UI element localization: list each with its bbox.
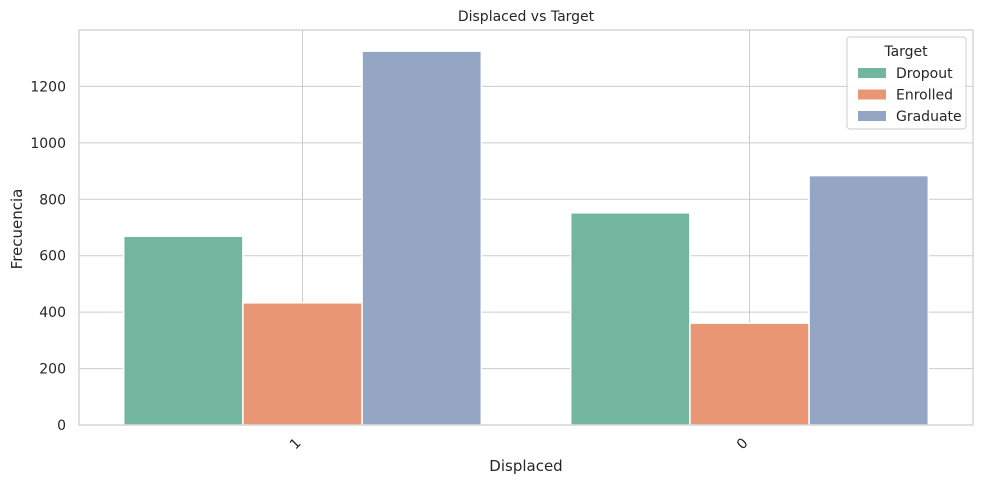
y-tick-label: 200 — [39, 362, 66, 378]
bars — [122, 50, 930, 426]
bar-enrolled-0 — [689, 322, 810, 426]
y-tick-label: 1000 — [30, 136, 66, 152]
y-tick-label: 1200 — [30, 79, 66, 95]
legend-items: Dropout Enrolled Graduate — [858, 66, 962, 125]
bar-enrolled-1 — [242, 302, 363, 426]
legend-swatch-dropout — [858, 68, 886, 78]
x-axis-label: Displaced — [489, 457, 562, 475]
y-tick-label: 400 — [39, 305, 66, 321]
legend-title: Target — [883, 44, 928, 60]
y-tick-label: 0 — [57, 418, 66, 434]
chart-title: Displaced vs Target — [458, 9, 595, 25]
plot-frame — [78, 29, 974, 426]
y-axis-label: Frecuencia — [8, 189, 26, 270]
legend-label-dropout: Dropout — [896, 66, 953, 82]
y-tick-label: 600 — [39, 249, 66, 265]
legend-label-graduate: Graduate — [896, 109, 962, 125]
legend-box — [846, 36, 967, 130]
legend-label-enrolled: Enrolled — [896, 88, 953, 104]
bar-graduate-0 — [808, 174, 930, 426]
legend: Target Dropout Enrolled Graduate — [846, 36, 967, 130]
bar-dropout-0 — [569, 212, 691, 426]
y-tick-labels: 0 200 400 600 800 1000 1200 — [30, 79, 66, 434]
y-tick-label: 800 — [39, 192, 66, 208]
bar-dropout-1 — [122, 235, 244, 426]
legend-swatch-enrolled — [858, 89, 886, 100]
bar-graduate-1 — [361, 50, 483, 426]
legend-swatch-graduate — [858, 111, 886, 121]
